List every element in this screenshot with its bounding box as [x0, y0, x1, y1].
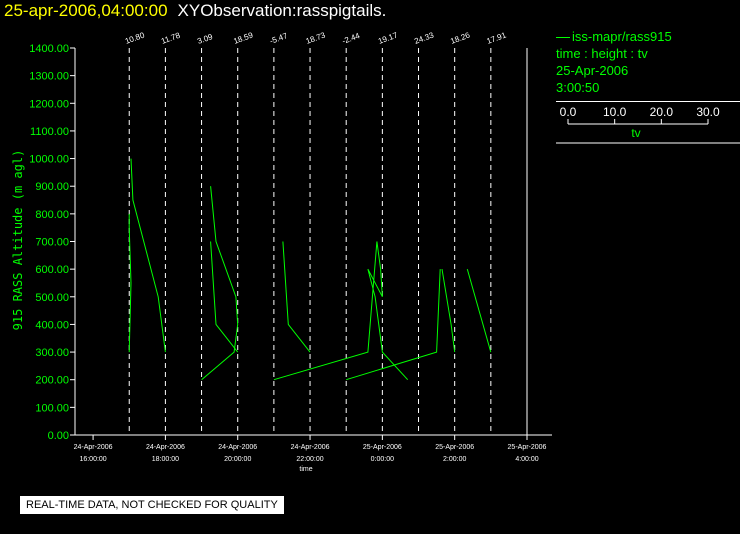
legend-divider-top [556, 101, 740, 102]
x-tick-time: 2:00:00 [443, 456, 466, 463]
x-tick-date: 24-Apr-2006 [291, 444, 330, 451]
legend-time: 3:00:50 [556, 80, 600, 95]
x-tick-time: 16:00:00 [79, 456, 106, 463]
series-line-7 [441, 269, 456, 353]
series-line-8 [466, 268, 492, 353]
y-tick-label: 100.00 [35, 402, 69, 414]
y-tick-label: 1300.00 [29, 71, 69, 83]
x-tick-date: 24-Apr-2006 [146, 444, 185, 451]
profile-label-8: 24.33 [413, 30, 435, 45]
x-tick-time: 22:00:00 [296, 456, 323, 463]
legend-series-label: iss-mapr/rass915 [572, 29, 672, 44]
series-line-0 [128, 213, 132, 353]
profile-lines: 10.80 11.78 3.09 18.59 -5.47 18.73 -2.44 19.17 2… [124, 30, 508, 435]
legend-series: iss-mapr/rass915 [556, 28, 740, 45]
series-line-5 [273, 241, 409, 381]
x-tick-time: 20:00:00 [224, 456, 251, 463]
series-line-1 [130, 158, 166, 353]
y-tick-label: 1200.00 [29, 98, 69, 110]
y-tick-label: 500.00 [35, 292, 69, 304]
profile-label-7: 19.17 [377, 30, 399, 45]
series-lines [128, 158, 492, 381]
y-tick-label: 600.00 [35, 264, 69, 276]
y-tick-label: 400.00 [35, 319, 69, 331]
series-line-4 [282, 241, 311, 353]
x-tick-date: 25-Apr-2006 [508, 444, 547, 451]
legend-fields: time : height : tv [556, 46, 648, 61]
x-tick-time: 4:00:00 [515, 456, 538, 463]
y-tick-label: 0.00 [48, 430, 69, 442]
x-axis-label: time [299, 466, 312, 473]
scale-tick-label: 10.0 [603, 105, 627, 119]
scale-tick-label: 20.0 [650, 105, 674, 119]
profile-label-3: 18.59 [232, 30, 254, 45]
y-tick-label: 300.00 [35, 347, 69, 359]
x-tick-time: 0:00:00 [371, 456, 394, 463]
y-axis-label: 915 RASS Altitude (m agl) [11, 150, 25, 331]
x-tick-date: 25-Apr-2006 [435, 444, 474, 451]
profile-label-6: -2.44 [341, 31, 362, 46]
title-observation: XYObservation:rasspigtails. [177, 1, 387, 20]
legend-date: 25-Apr-2006 [556, 63, 629, 78]
profile-label-1: 11.78 [160, 31, 182, 46]
x-tick-date: 25-Apr-2006 [363, 444, 402, 451]
legend-scale: 0.0 10.0 20.0 30.0 tv [556, 105, 740, 144]
profile-label-0: 10.80 [124, 30, 146, 45]
series-line-3 [210, 241, 239, 353]
y-tick-label: 800.00 [35, 209, 69, 221]
series-line-2 [201, 186, 239, 381]
chart-title: 25-apr-2006,04:00:00 XYObservation:rasspi… [4, 1, 386, 21]
x-tick-date: 24-Apr-2006 [218, 444, 257, 451]
disclaimer: REAL-TIME DATA, NOT CHECKED FOR QUALITY [20, 496, 284, 514]
y-tick-label: 700.00 [35, 237, 69, 249]
scale-tick-label: 30.0 [696, 105, 720, 119]
y-tick-label: 1400.00 [29, 43, 69, 55]
profile-label-2: 3.09 [196, 32, 214, 46]
profile-label-5: 18.73 [305, 30, 327, 45]
y-tick-label: 1000.00 [29, 154, 69, 166]
profile-label-4: -5.47 [268, 31, 289, 46]
x-tick-date: 24-Apr-2006 [74, 444, 113, 451]
series-line-6 [346, 269, 441, 381]
scale-tick-label: 0.0 [560, 105, 577, 119]
legend: iss-mapr/rass915 time : height : tv 25-A… [556, 28, 740, 144]
scale-label: tv [631, 126, 640, 140]
profile-label-9: 18.26 [449, 30, 471, 45]
y-tick-label: 200.00 [35, 375, 69, 387]
y-tick-label: 1100.00 [30, 126, 69, 138]
axes: 0.00 100.00 200.00 300.00 400.00 500.00 600.00… [29, 43, 552, 463]
y-tick-label: 900.00 [35, 181, 69, 193]
x-tick-time: 18:00:00 [152, 456, 179, 463]
title-datetime: 25-apr-2006,04:00:00 [4, 1, 168, 20]
profile-label-10: 17.91 [485, 30, 507, 45]
